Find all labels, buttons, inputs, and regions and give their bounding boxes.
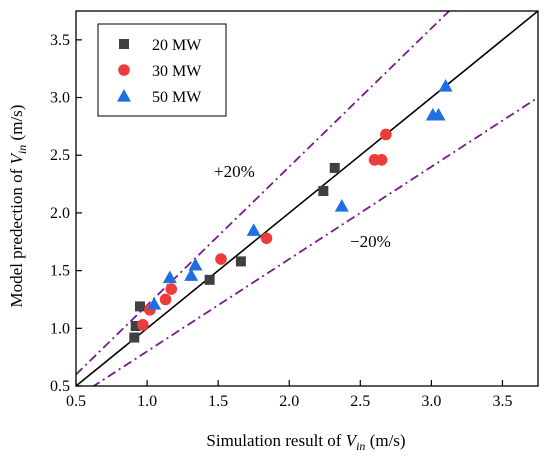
- point-50-mw: [438, 79, 453, 92]
- point-20-mw: [329, 162, 340, 173]
- reference-lines: [76, 11, 538, 386]
- point-50-mw: [162, 270, 177, 284]
- x-tick-label: 0.5: [66, 393, 86, 410]
- annotation-minus-20: −20%: [350, 232, 391, 251]
- x-tick-label: 3.5: [492, 393, 512, 410]
- point-20-mw: [318, 186, 329, 196]
- y-tick-label: 1.0: [50, 320, 70, 337]
- point-30-mw: [165, 283, 178, 295]
- plot-frame: [75, 10, 539, 387]
- point-30-mw: [215, 253, 227, 265]
- reference-line-minus-20: [92, 96, 538, 386]
- point-50-mw: [184, 268, 199, 281]
- legend-marker-20-mw: [119, 39, 129, 49]
- y-tick-label: 0.5: [50, 378, 70, 395]
- y-tick-label: 3.0: [50, 90, 70, 107]
- annotation-plus-20: +20%: [214, 162, 255, 181]
- x-tick-label: 2.5: [350, 393, 370, 410]
- legend-label-30-mw: 30 MW: [152, 63, 202, 80]
- axis-ticks: 0.5 1.0 1.5 2.0 2.5 3.0 3.5 0.5 1.0 1.5 2.0 2.5 3.0 3…: [50, 32, 512, 410]
- point-20-mw: [204, 274, 215, 285]
- point-30-mw: [380, 128, 392, 141]
- legend-marker-30-mw: [118, 64, 130, 76]
- reference-line-y-equals-x: [76, 11, 538, 386]
- point-30-mw: [375, 154, 388, 166]
- x-tick-label: 1.0: [137, 393, 157, 410]
- point-50-mw: [246, 223, 261, 236]
- x-tick-label: 1.5: [208, 393, 228, 410]
- y-tick-label: 2.5: [50, 147, 70, 164]
- x-axis-title: Simulation result of Vin (m/s): [206, 431, 405, 453]
- point-20-mw: [129, 332, 140, 343]
- y-tick-label: 2.0: [50, 205, 70, 222]
- y-tick-label: 1.5: [50, 263, 70, 280]
- x-tick-label: 2.0: [279, 393, 299, 410]
- point-50-mw: [188, 257, 203, 271]
- point-50-mw: [431, 107, 446, 121]
- legend: 20 MW 30 MW 50 MW: [97, 23, 227, 117]
- x-tick-label: 3.0: [421, 393, 441, 410]
- point-30-mw: [159, 293, 172, 306]
- legend-label-50-mw: 50 MW: [152, 89, 202, 106]
- y-axis-title: Model predection of Vin (m/s): [7, 105, 29, 308]
- data-markers: [129, 79, 453, 343]
- legend-label-20-mw: 20 MW: [152, 37, 202, 54]
- point-20-mw: [134, 301, 145, 312]
- point-20-mw: [130, 321, 141, 331]
- point-30-mw: [260, 232, 273, 245]
- point-20-mw: [235, 256, 246, 267]
- point-30-mw: [137, 319, 149, 331]
- point-50-mw: [147, 297, 162, 310]
- y-tick-label: 3.5: [50, 32, 70, 49]
- legend-marker-50-mw: [117, 89, 131, 102]
- point-50-mw: [334, 199, 349, 212]
